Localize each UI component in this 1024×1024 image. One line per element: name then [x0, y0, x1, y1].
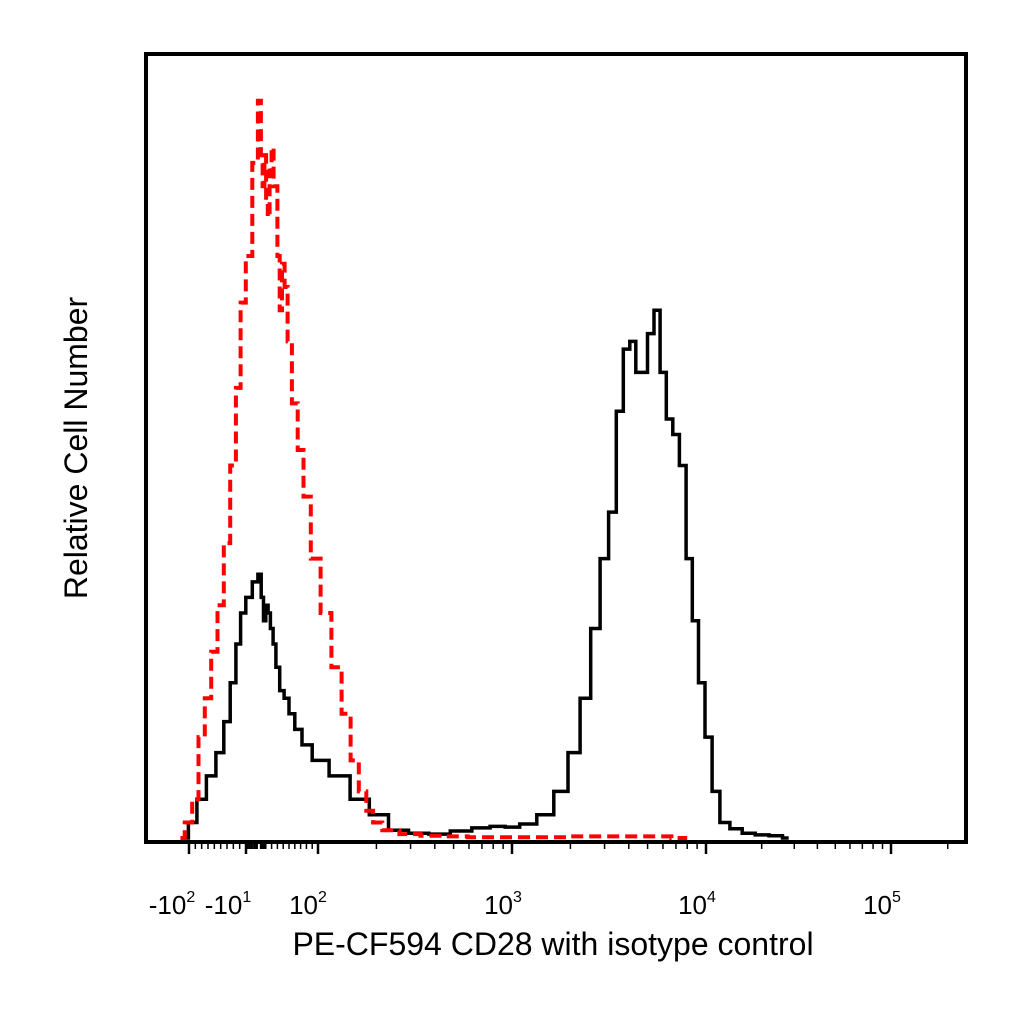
x-axis-ticks	[187, 842, 949, 854]
x-tick-label: 103	[484, 889, 522, 920]
series-layer	[180, 98, 789, 840]
x-tick-label: 104	[678, 889, 716, 920]
x-tick-label: -101	[205, 889, 252, 920]
series-line-cd28	[184, 308, 789, 840]
x-axis-tick-labels: -102 -101 102 103 104 105	[149, 889, 901, 920]
y-axis-title: Relative Cell Number	[58, 296, 94, 599]
x-tick-label: -102	[149, 889, 196, 920]
x-tick-label: 105	[863, 889, 901, 920]
series-line-isotype-control	[180, 98, 688, 840]
plot-frame	[144, 52, 968, 844]
x-tick-label: 102	[289, 889, 327, 920]
x-axis-title: PE-CF594 CD28 with isotype control	[292, 926, 813, 962]
